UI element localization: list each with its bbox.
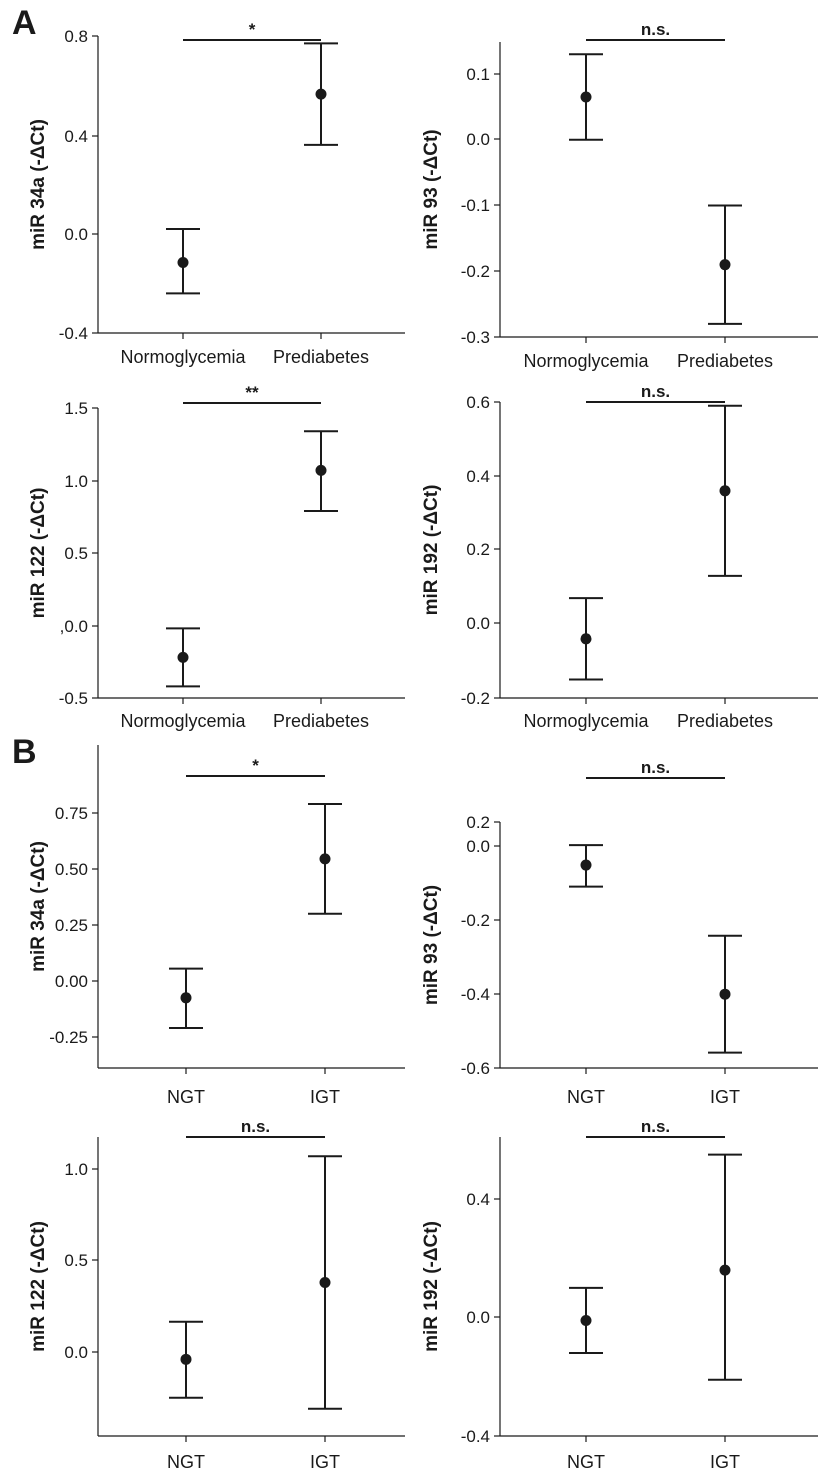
y-tick-label: ,0.0 [60, 617, 88, 636]
y-tick-label: 0.6 [466, 393, 490, 412]
x-tick-label: NGT [167, 1452, 205, 1472]
y-axis-label: miR 192 (-ΔCt) [421, 1221, 442, 1352]
x-tick-label: Normoglycemia [120, 347, 246, 367]
y-tick-label: 0.5 [64, 1251, 88, 1270]
x-tick-label: Prediabetes [677, 711, 773, 731]
y-axis-label: miR 34a (-ΔCt) [28, 119, 49, 250]
y-tick-label: -0.4 [59, 324, 88, 343]
y-tick-label: 0.0 [64, 1343, 88, 1362]
mean-point [580, 91, 592, 103]
mean-point [719, 988, 731, 1000]
y-tick-label: -0.4 [461, 985, 490, 1004]
x-tick-label: IGT [710, 1087, 740, 1107]
y-axis-label: miR 34a (-ΔCt) [28, 841, 49, 972]
mean-point [319, 853, 331, 865]
y-tick-label: 0.0 [466, 1308, 490, 1327]
y-tick-label: -0.6 [461, 1059, 490, 1078]
x-tick-label: NGT [567, 1087, 605, 1107]
significance-label: ** [245, 383, 259, 402]
mean-point [719, 485, 731, 497]
y-axis-label: miR 192 (-ΔCt) [421, 485, 442, 616]
y-tick-label: -0.25 [49, 1028, 88, 1047]
mean-point [719, 259, 731, 271]
y-tick-label: 0.2 [466, 813, 490, 832]
y-tick-label: 0.2 [466, 540, 490, 559]
significance-label: n.s. [641, 382, 670, 401]
x-tick-label: IGT [710, 1452, 740, 1472]
y-tick-label: 0.25 [55, 916, 88, 935]
y-tick-label: -0.5 [59, 689, 88, 708]
mean-point [177, 651, 189, 663]
y-axis-label: miR 93 (-ΔCt) [421, 129, 442, 249]
y-tick-label: 0.5 [64, 544, 88, 563]
mean-point [580, 633, 592, 645]
significance-label: n.s. [241, 1117, 270, 1136]
y-tick-label: 0.00 [55, 972, 88, 991]
y-tick-label: 0.8 [64, 27, 88, 46]
y-tick-label: 0.4 [466, 467, 490, 486]
y-tick-label: 0.0 [466, 130, 490, 149]
significance-label: n.s. [641, 758, 670, 777]
mean-point [719, 1264, 731, 1276]
y-tick-label: 0.75 [55, 804, 88, 823]
significance-label: n.s. [641, 1117, 670, 1136]
y-tick-label: 1.0 [64, 1160, 88, 1179]
y-tick-label: -0.3 [461, 328, 490, 347]
y-tick-label: 0.4 [466, 1190, 490, 1209]
x-tick-label: IGT [310, 1452, 340, 1472]
x-tick-label: Normoglycemia [523, 351, 649, 371]
mean-point [180, 992, 192, 1004]
significance-label: * [252, 756, 259, 775]
x-tick-label: Prediabetes [677, 351, 773, 371]
significance-label: n.s. [641, 20, 670, 39]
panel-letter-a: A [12, 4, 37, 42]
panel-letter-b: B [12, 733, 37, 771]
significance-label: * [249, 20, 256, 39]
mean-point [180, 1353, 192, 1365]
mean-point [580, 1314, 592, 1326]
y-tick-label: -0.1 [461, 196, 490, 215]
x-tick-label: IGT [310, 1087, 340, 1107]
mean-point [580, 859, 592, 871]
y-tick-label: -0.2 [461, 689, 490, 708]
mean-point [315, 88, 327, 100]
x-tick-label: Normoglycemia [120, 711, 246, 731]
y-tick-label: 1.5 [64, 399, 88, 418]
y-axis-label: miR 122 (-ΔCt) [28, 488, 49, 619]
y-tick-label: -0.2 [461, 262, 490, 281]
x-tick-label: NGT [567, 1452, 605, 1472]
y-tick-label: 1.0 [64, 472, 88, 491]
mean-point [319, 1276, 331, 1288]
y-tick-label: -0.4 [461, 1427, 490, 1446]
x-tick-label: Normoglycemia [523, 711, 649, 731]
x-tick-label: Prediabetes [273, 347, 369, 367]
y-tick-label: -0.2 [461, 911, 490, 930]
x-tick-label: NGT [167, 1087, 205, 1107]
mean-point [315, 464, 327, 476]
y-tick-label: 0.50 [55, 860, 88, 879]
x-tick-label: Prediabetes [273, 711, 369, 731]
y-tick-label: 0.0 [466, 614, 490, 633]
y-axis-label: miR 93 (-ΔCt) [421, 885, 442, 1005]
y-axis-label: miR 122 (-ΔCt) [28, 1221, 49, 1352]
y-tick-label: 0.4 [64, 127, 88, 146]
mean-point [177, 256, 189, 268]
y-tick-label: 0.0 [466, 837, 490, 856]
y-tick-label: 0.0 [64, 225, 88, 244]
y-tick-label: 0.1 [466, 65, 490, 84]
